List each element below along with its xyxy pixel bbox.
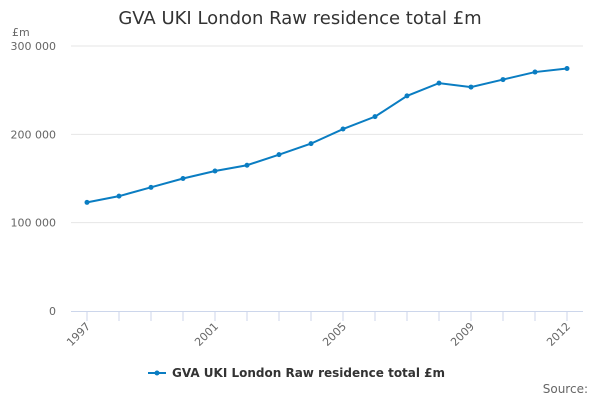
x-tick-label: 2009 [448, 320, 477, 349]
legend-item[interactable]: GVA UKI London Raw residence total £m [148, 366, 445, 380]
y-tick-label: 0 [49, 305, 56, 318]
legend-line-marker [148, 370, 166, 376]
y-axis-unit: £m [12, 26, 30, 39]
legend-label: GVA UKI London Raw residence total £m [172, 366, 446, 380]
data-point [308, 141, 314, 147]
data-point [468, 84, 474, 90]
source-label: Source: [542, 382, 588, 396]
data-point [564, 66, 570, 72]
y-tick-label: 100 000 [11, 217, 57, 230]
data-point [212, 168, 218, 174]
x-tick-label: 2001 [192, 320, 221, 349]
data-point [500, 77, 506, 83]
data-point [276, 152, 282, 158]
y-tick-label: 300 000 [11, 40, 57, 53]
data-point [244, 162, 250, 168]
data-point [436, 80, 442, 86]
data-point [180, 176, 186, 181]
y-tick-label: 200 000 [11, 128, 57, 141]
data-point [404, 93, 410, 99]
x-tick-label: 1997 [64, 320, 93, 349]
x-tick-label: 2005 [320, 320, 349, 349]
data-point [148, 184, 154, 190]
data-point [84, 199, 90, 205]
data-point [372, 114, 378, 120]
data-point [116, 193, 122, 199]
x-tick-label: 2012 [544, 320, 573, 349]
data-point [340, 126, 346, 132]
chart-title: GVA UKI London Raw residence total £m [118, 8, 482, 29]
data-point [532, 69, 538, 75]
series-line [86, 67, 568, 204]
